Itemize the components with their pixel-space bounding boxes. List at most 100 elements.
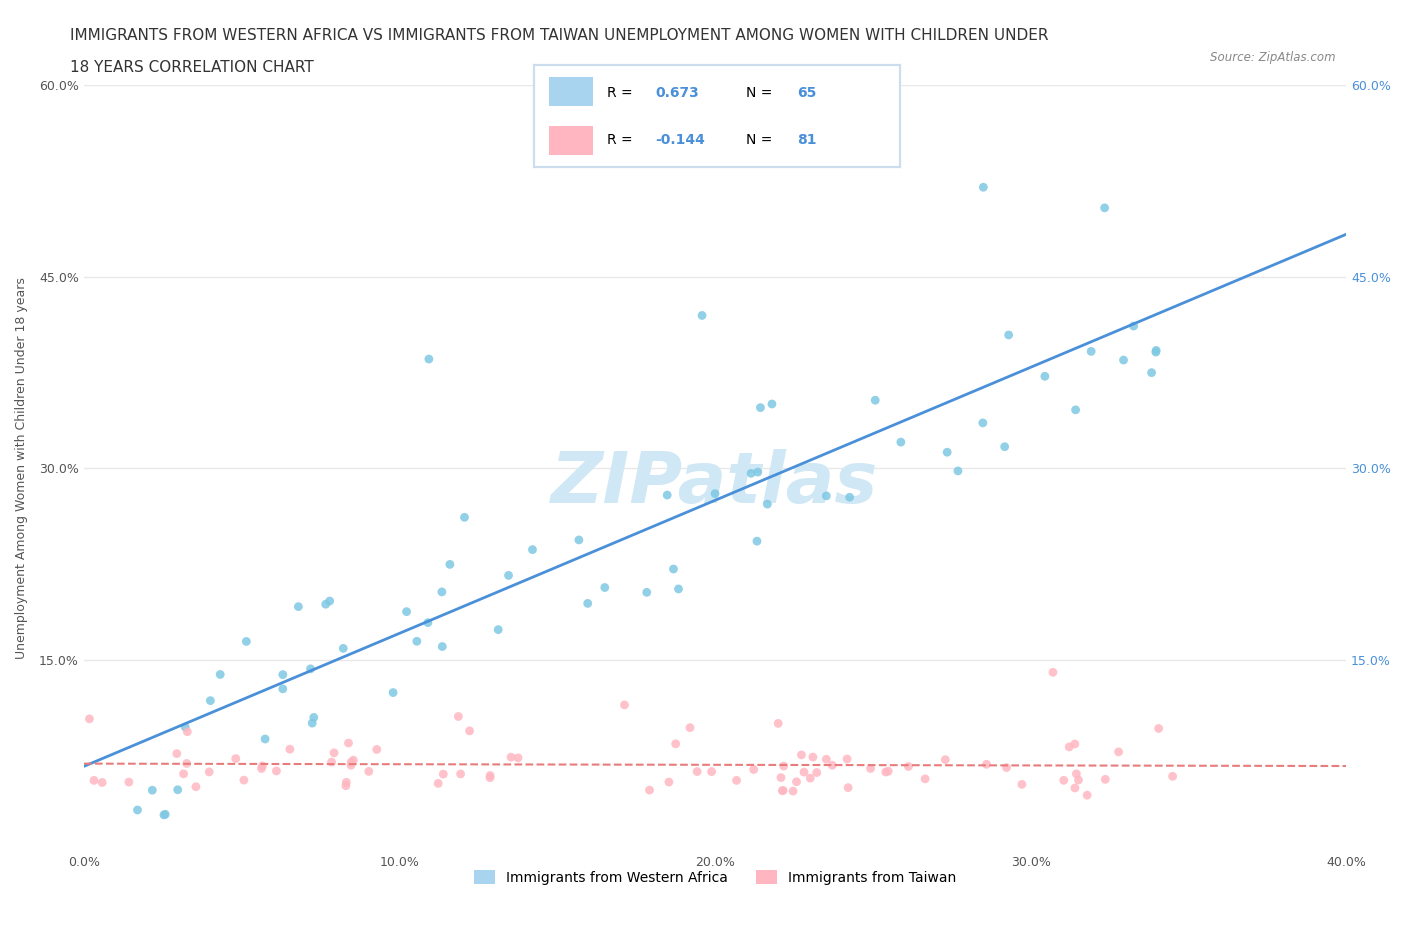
Bar (548, 126, 593, 155)
Point (897, 759, 920, 774)
Point (1057, 739, 1080, 754)
Point (335, 778, 357, 793)
Point (271, 667, 294, 682)
Point (568, 533, 591, 548)
Point (287, 599, 309, 614)
Text: N =: N = (747, 133, 778, 147)
Point (271, 682, 294, 697)
Point (382, 685, 405, 700)
Point (395, 604, 418, 619)
Point (995, 760, 1018, 775)
Point (863, 392, 886, 407)
Point (994, 439, 1017, 454)
Point (166, 746, 188, 761)
Point (337, 736, 360, 751)
Point (1094, 201, 1116, 216)
Point (749, 400, 772, 415)
Point (340, 754, 363, 769)
Point (323, 746, 346, 761)
Point (1112, 352, 1135, 367)
Point (439, 557, 461, 572)
Point (83, 773, 105, 788)
Point (946, 463, 969, 478)
Point (742, 762, 765, 777)
Point (613, 698, 636, 712)
Point (801, 750, 824, 764)
Point (332, 641, 354, 656)
Point (877, 764, 900, 778)
Point (176, 756, 198, 771)
Text: Source: ZipAtlas.com: Source: ZipAtlas.com (1211, 51, 1336, 64)
Text: 65: 65 (797, 86, 817, 100)
Point (1144, 343, 1167, 358)
Point (576, 596, 599, 611)
Point (657, 487, 679, 502)
Point (416, 616, 439, 631)
Point (266, 764, 288, 778)
Point (432, 766, 454, 781)
Point (450, 766, 472, 781)
Point (342, 752, 364, 767)
Point (453, 510, 475, 525)
Point (745, 534, 768, 549)
Point (155, 807, 177, 822)
Point (141, 783, 163, 798)
Point (184, 779, 207, 794)
Text: 81: 81 (797, 133, 817, 147)
Point (1080, 344, 1102, 359)
Point (335, 775, 357, 790)
Point (301, 716, 323, 731)
Point (174, 720, 197, 735)
Point (665, 737, 688, 751)
Point (1063, 737, 1085, 751)
Point (232, 773, 254, 788)
Point (1064, 403, 1087, 418)
Point (1094, 772, 1116, 787)
Point (686, 764, 709, 779)
Point (914, 771, 936, 786)
Point (1161, 769, 1184, 784)
Point (1122, 319, 1144, 334)
Text: ZIPatlas: ZIPatlas (551, 449, 879, 518)
Point (235, 634, 257, 649)
Point (1042, 665, 1064, 680)
Point (725, 773, 748, 788)
Point (318, 593, 340, 608)
Text: IMMIGRANTS FROM WESTERN AFRICA VS IMMIGRANTS FROM TAIWAN UNEMPLOYMENT AMONG WOME: IMMIGRANTS FROM WESTERN AFRICA VS IMMIGR… (70, 28, 1049, 43)
Point (321, 754, 343, 769)
Point (299, 661, 322, 676)
Point (859, 761, 882, 776)
Point (793, 764, 815, 779)
Point (679, 720, 702, 735)
Point (447, 709, 470, 724)
Point (254, 732, 277, 747)
Point (153, 807, 176, 822)
Text: N =: N = (747, 86, 778, 100)
Point (432, 639, 454, 654)
Point (790, 748, 813, 763)
Point (176, 724, 198, 739)
Point (1066, 766, 1088, 781)
Point (302, 710, 325, 724)
Point (972, 416, 994, 431)
Point (936, 445, 959, 459)
Point (427, 776, 450, 790)
Point (815, 751, 838, 766)
Point (418, 352, 440, 366)
Point (658, 775, 681, 790)
Point (636, 585, 658, 600)
Point (997, 327, 1019, 342)
Point (1011, 777, 1033, 791)
Y-axis label: Unemployment Among Women with Children Under 18 years: Unemployment Among Women with Children U… (15, 277, 28, 659)
Point (837, 780, 859, 795)
Point (506, 751, 529, 765)
Point (662, 562, 685, 577)
Point (1140, 365, 1163, 380)
Point (934, 752, 956, 767)
Point (118, 775, 141, 790)
Point (799, 771, 821, 786)
Text: 0.673: 0.673 (655, 86, 699, 100)
Point (690, 308, 713, 323)
Point (315, 597, 337, 612)
Point (225, 751, 247, 766)
